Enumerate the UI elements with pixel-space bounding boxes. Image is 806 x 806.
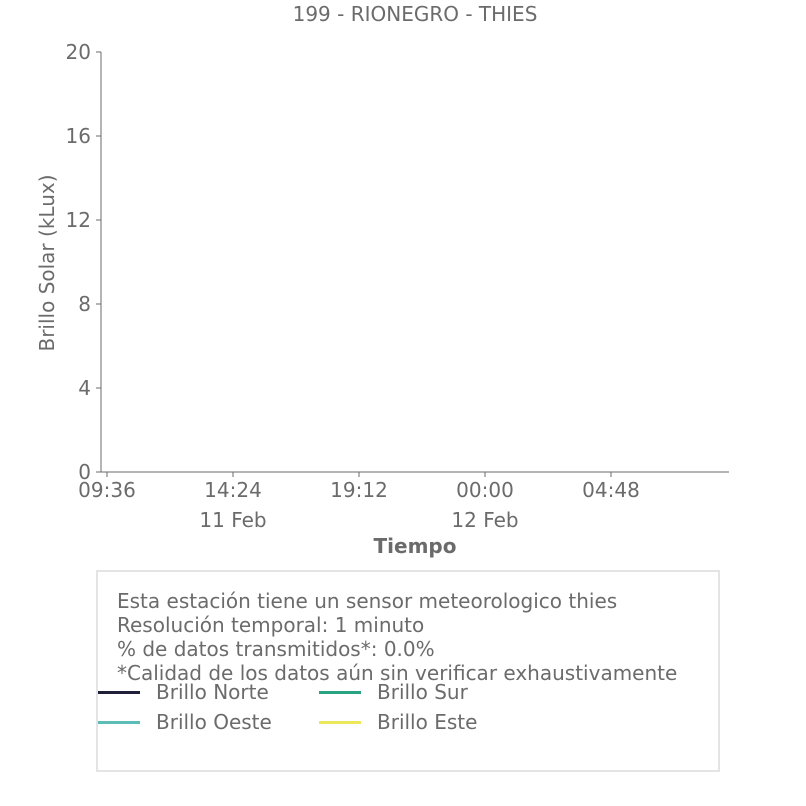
y-tick-label: 12: [66, 208, 91, 232]
x-tick-label: 14:24: [204, 478, 262, 502]
legend-swatch-norte: [98, 690, 140, 694]
x-tick-date-label: 12 Feb: [451, 508, 518, 532]
legend-item-brillo-norte: Brillo Norte: [98, 680, 269, 704]
y-tick-label: 4: [78, 376, 91, 400]
info-line-station: Esta estación tiene un sensor meteorolog…: [117, 589, 618, 613]
legend-swatch-oeste: [98, 720, 140, 724]
legend-item-brillo-oeste: Brillo Oeste: [98, 710, 272, 734]
x-tick-label: 19:12: [330, 478, 388, 502]
y-tick-label: 16: [66, 124, 91, 148]
y-tick-label: 20: [66, 40, 91, 64]
legend-swatch-sur: [319, 690, 361, 694]
legend-label-oeste: Brillo Oeste: [156, 710, 272, 734]
legend-label-sur: Brillo Sur: [377, 680, 468, 704]
chart-title: 199 - RIONEGRO - THIES: [293, 2, 538, 26]
x-axis-label: Tiempo: [374, 534, 457, 558]
info-line-resolution: Resolución temporal: 1 minuto: [117, 613, 425, 637]
x-tick-label: 04:48: [582, 478, 640, 502]
x-tick-label: 00:00: [456, 478, 514, 502]
y-tick-label: 8: [78, 292, 91, 316]
x-tick-label: 09:36: [78, 478, 136, 502]
info-box: [96, 570, 720, 772]
legend-swatch-este: [319, 720, 361, 724]
legend-item-brillo-este: Brillo Este: [319, 710, 477, 734]
info-line-transmitted: % de datos transmitidos*: 0.0%: [117, 637, 435, 661]
y-tick-label: 0: [78, 460, 91, 484]
legend-label-norte: Brillo Norte: [156, 680, 269, 704]
legend-item-brillo-sur: Brillo Sur: [319, 680, 468, 704]
y-axis-label: Brillo Solar (kLux): [35, 174, 59, 351]
x-tick-date-label: 11 Feb: [199, 508, 266, 532]
info-line-quality: *Calidad de los datos aún sin verificar …: [117, 661, 678, 685]
legend-label-este: Brillo Este: [377, 710, 478, 734]
